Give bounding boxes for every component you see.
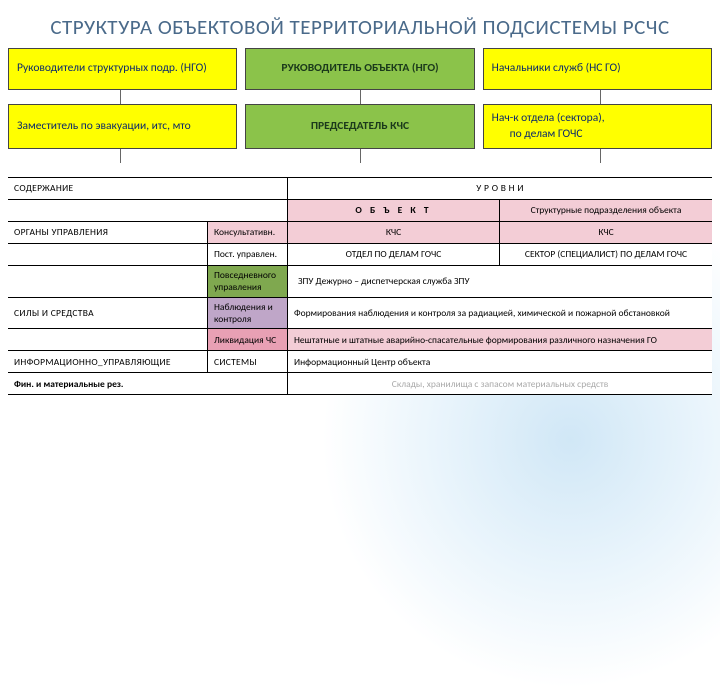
- box-service-chiefs: Начальники служб (НС ГО): [483, 48, 712, 90]
- row-header: СОДЕРЖАНИЕ У Р О В Н И: [8, 178, 712, 200]
- otdel: ОТДЕЛ ПО ДЕЛАМ ГОЧС: [288, 244, 500, 265]
- organy-label: ОРГАНЫ УПРАВЛЕНИЯ: [8, 222, 208, 243]
- kchs-2: КЧС: [500, 222, 712, 243]
- box-gochs-line1: Нач-к отдела (сектора),: [492, 111, 605, 127]
- page-title: СТРУКТУРА ОБЪЕКТОВОЙ ТЕРРИТОРИАЛЬНОЙ ПОД…: [0, 0, 720, 48]
- sub-likv: Ликвидация ЧС: [208, 329, 288, 350]
- hdr-content: СОДЕРЖАНИЕ: [8, 178, 288, 199]
- row-organy-3: Повседневного управления ЗПУ Дежурно – д…: [8, 266, 712, 298]
- organy-spacer-1: [8, 244, 208, 265]
- connector-row-2: [0, 149, 720, 163]
- structure-table: СОДЕРЖАНИЕ У Р О В Н И О Б Ъ Е К Т Струк…: [8, 177, 712, 395]
- organy-spacer-2: [8, 266, 208, 297]
- box-gochs-chief: Нач-к отдела (сектора), по делам ГОЧС: [483, 104, 712, 149]
- sily-spacer: [8, 329, 208, 350]
- box-kchs-chair: ПРЕДСЕДАТЕЛЬ КЧС: [245, 104, 474, 149]
- fin-label: Фин. и материальные рез.: [8, 373, 288, 394]
- sily-label: СИЛЫ И СРЕДСТВА: [8, 298, 208, 329]
- nabl-text: Формирования наблюдения и контроля за ра…: [288, 298, 712, 329]
- sub-nabl: Наблюдения и контроля: [208, 298, 288, 329]
- info-label-r: СИСТЕМЫ: [208, 351, 288, 372]
- row-levels: О Б Ъ Е К Т Структурные подразделения об…: [8, 200, 712, 222]
- level-object: О Б Ъ Е К Т: [288, 200, 500, 221]
- zpu-line: ЗПУ Дежурно – диспетчерская служба ЗПУ: [288, 266, 712, 297]
- row-organy-1: ОРГАНЫ УПРАВЛЕНИЯ Консультативн. КЧС КЧС: [8, 222, 712, 244]
- top-row-2: Заместитель по эвакуации, итс, мто ПРЕДС…: [0, 104, 720, 149]
- levels-spacer: [8, 200, 288, 221]
- row-sily-1: СИЛЫ И СРЕДСТВА Наблюдения и контроля Фо…: [8, 298, 712, 330]
- level-struct: Структурные подразделения объекта: [500, 200, 712, 221]
- row-sily-2: Ликвидация ЧС Нештатные и штатные аварий…: [8, 329, 712, 351]
- sektor: СЕКТОР (СПЕЦИАЛИСТ) ПО ДЕЛАМ ГОЧС: [500, 244, 712, 265]
- top-row-1: Руководители структурных подр. (НГО) РУК…: [0, 48, 720, 90]
- row-organy-2: Пост. управлен. ОТДЕЛ ПО ДЕЛАМ ГОЧС СЕКТ…: [8, 244, 712, 266]
- connector-row-1: [0, 90, 720, 104]
- likv-text: Нештатные и штатные аварийно-спасательны…: [288, 329, 712, 350]
- row-info: ИНФОРМАЦИОННО_УПРАВЛЯЮЩИЕ СИСТЕМЫ Информ…: [8, 351, 712, 373]
- sub-konsult: Консультативн.: [208, 222, 288, 243]
- hdr-levels: У Р О В Н И: [288, 178, 712, 199]
- box-deputy-evac: Заместитель по эвакуации, итс, мто: [8, 104, 237, 149]
- row-fin: Фин. и материальные рез. Склады, хранили…: [8, 373, 712, 395]
- kchs-1: КЧС: [288, 222, 500, 243]
- info-text: Информационный Центр объекта: [288, 351, 712, 372]
- box-structural-leaders: Руководители структурных подр. (НГО): [8, 48, 237, 90]
- box-gochs-line2: по делам ГОЧС: [492, 127, 583, 143]
- sub-povsed: Повседневного управления: [208, 266, 288, 297]
- sub-post: Пост. управлен.: [208, 244, 288, 265]
- info-label-l: ИНФОРМАЦИОННО_УПРАВЛЯЮЩИЕ: [8, 351, 208, 372]
- box-object-leader: РУКОВОДИТЕЛЬ ОБЪЕКТА (НГО): [245, 48, 474, 90]
- fin-text: Склады, хранилища с запасом материальных…: [288, 373, 712, 394]
